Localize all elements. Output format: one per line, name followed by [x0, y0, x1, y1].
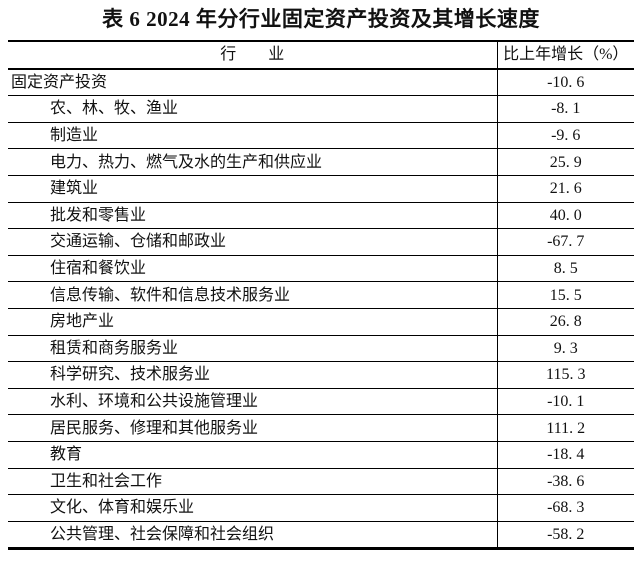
growth-cell: 25. 9: [497, 148, 634, 176]
table-row: 农、林、牧、渔业 -8. 1: [8, 95, 634, 123]
growth-cell: 26. 8: [497, 308, 634, 336]
table-row: 卫生和社会工作 -38. 6: [8, 468, 634, 496]
industry-cell: 固定资产投资: [8, 68, 498, 97]
table-row: 电力、热力、燃气及水的生产和供应业 25. 9: [8, 148, 634, 176]
growth-cell: -68. 3: [497, 494, 634, 522]
table-row: 住宿和餐饮业 8. 5: [8, 255, 634, 283]
industry-cell: 信息传输、软件和信息技术服务业: [8, 281, 498, 309]
growth-cell: 9. 3: [497, 335, 634, 363]
growth-cell: -10. 6: [497, 68, 634, 97]
page-title: 表 6 2024 年分行业固定资产投资及其增长速度: [102, 7, 540, 31]
table-header-row: 行 业 比上年增长（%）: [8, 41, 634, 70]
table-row: 租赁和商务服务业 9. 3: [8, 335, 634, 363]
growth-cell: 15. 5: [497, 281, 634, 309]
industry-cell: 公共管理、社会保障和社会组织: [8, 521, 498, 550]
document-page: 表 6 2024 年分行业固定资产投资及其增长速度 行 业 比上年增长（%） 固…: [0, 7, 642, 568]
table-row: 教育 -18. 4: [8, 441, 634, 469]
growth-cell: -38. 6: [497, 468, 634, 496]
table-row: 制造业 -9. 6: [8, 122, 634, 150]
industry-cell: 文化、体育和娱乐业: [8, 494, 498, 522]
table-body: 固定资产投资 -10. 6 农、林、牧、渔业 -8. 1 制造业 -9. 6 电力、热力、燃…: [8, 68, 634, 550]
table-row: 居民服务、修理和其他服务业 111. 2: [8, 414, 634, 442]
table-row: 房地产业 26. 8: [8, 308, 634, 336]
industry-cell: 电力、热力、燃气及水的生产和供应业: [8, 148, 498, 176]
table-row: 文化、体育和娱乐业 -68. 3: [8, 494, 634, 522]
growth-cell: -9. 6: [497, 122, 634, 150]
industry-cell: 交通运输、仓储和邮政业: [8, 228, 498, 256]
industry-cell: 农、林、牧、渔业: [8, 95, 498, 123]
industry-cell: 住宿和餐饮业: [8, 255, 498, 283]
industry-cell: 科学研究、技术服务业: [8, 361, 498, 389]
industry-cell: 教育: [8, 441, 498, 469]
growth-cell: -67. 7: [497, 228, 634, 256]
growth-cell: 111. 2: [497, 414, 634, 442]
growth-cell: -18. 4: [497, 441, 634, 469]
table-row: 交通运输、仓储和邮政业 -67. 7: [8, 228, 634, 256]
growth-column-header: 比上年增长（%）: [497, 41, 634, 70]
table-row: 信息传输、软件和信息技术服务业 15. 5: [8, 281, 634, 309]
industry-cell: 批发和零售业: [8, 202, 498, 230]
industry-cell: 卫生和社会工作: [8, 468, 498, 496]
growth-cell: -8. 1: [497, 95, 634, 123]
investment-by-industry-table: 行 业 比上年增长（%） 固定资产投资 -10. 6 农、林、牧、渔业 -8. 1 制造…: [8, 40, 634, 551]
industry-cell: 建筑业: [8, 175, 498, 203]
growth-cell: 8. 5: [497, 255, 634, 283]
industry-cell: 租赁和商务服务业: [8, 335, 498, 363]
growth-cell: 115. 3: [497, 361, 634, 389]
industry-column-header: 行 业: [8, 41, 498, 70]
growth-cell: 40. 0: [497, 202, 634, 230]
table-row: 建筑业 21. 6: [8, 175, 634, 203]
table-row: 科学研究、技术服务业 115. 3: [8, 361, 634, 389]
industry-cell: 居民服务、修理和其他服务业: [8, 414, 498, 442]
growth-cell: -10. 1: [497, 388, 634, 416]
table-row: 公共管理、社会保障和社会组织 -58. 2: [8, 521, 634, 550]
industry-cell: 水利、环境和公共设施管理业: [8, 388, 498, 416]
growth-cell: -58. 2: [497, 521, 634, 550]
table-row: 批发和零售业 40. 0: [8, 202, 634, 230]
growth-cell: 21. 6: [497, 175, 634, 203]
table-row: 水利、环境和公共设施管理业 -10. 1: [8, 388, 634, 416]
industry-cell: 房地产业: [8, 308, 498, 336]
table-row: 固定资产投资 -10. 6: [8, 68, 634, 97]
industry-cell: 制造业: [8, 122, 498, 150]
